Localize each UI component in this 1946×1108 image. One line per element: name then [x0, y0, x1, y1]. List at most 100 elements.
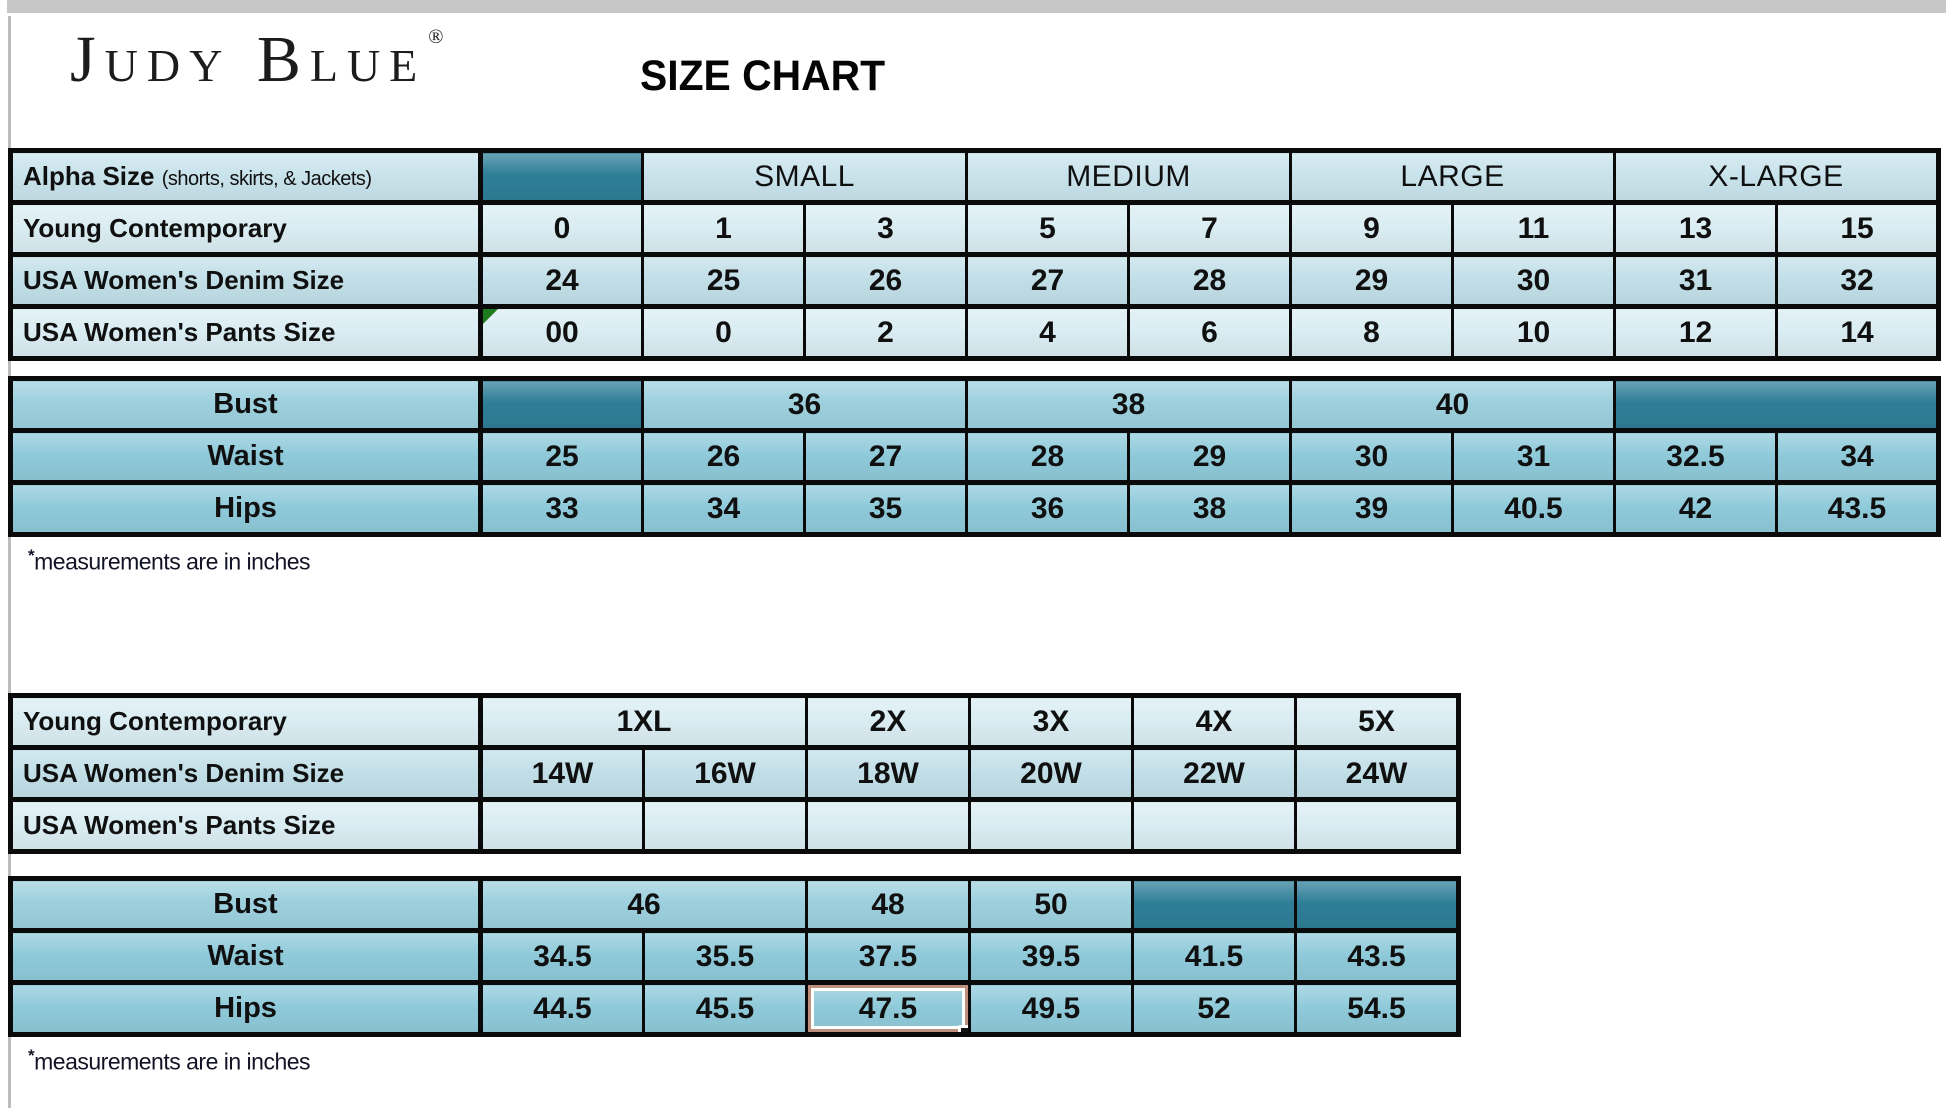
table-cell[interactable]: 34.5 [479, 928, 645, 985]
table-cell[interactable]: 30 [1451, 252, 1617, 309]
bust-group-cell[interactable]: 38 [965, 376, 1292, 433]
cell-with-error-indicator[interactable]: 00 [479, 304, 644, 361]
table-cell[interactable]: 32.5 [1613, 428, 1778, 485]
table-cell[interactable]: 11 [1451, 200, 1617, 257]
table-cell[interactable]: 42 [1613, 480, 1778, 537]
selected-cell[interactable]: 47.5 [805, 980, 971, 1037]
row-label-waist[interactable]: Waist [9, 428, 483, 485]
teal-spacer-cell[interactable] [479, 148, 644, 205]
table-cell[interactable]: 39.5 [968, 928, 1134, 985]
table-cell[interactable]: 35.5 [642, 928, 808, 985]
table-cell[interactable]: 28 [1127, 252, 1293, 309]
row-label-denim-size[interactable]: USA Women's Denim Size [9, 745, 483, 802]
row-label-pants-size[interactable]: USA Women's Pants Size [9, 304, 483, 361]
table-cell[interactable]: 40.5 [1451, 480, 1616, 537]
bust-group-cell[interactable]: 50 [968, 876, 1134, 933]
table-cell[interactable]: 3 [802, 200, 969, 257]
empty-cell[interactable] [1294, 797, 1460, 854]
table-cell[interactable]: 10 [1451, 304, 1617, 361]
table-cell[interactable]: 31 [1451, 428, 1616, 485]
table-cell[interactable]: 34 [641, 480, 806, 537]
alpha-size-header-label[interactable]: Alpha Size (shorts, skirts, & Jackets) [9, 148, 483, 205]
table-cell[interactable]: 24W [1294, 745, 1460, 802]
table-cell[interactable]: 29 [1127, 428, 1292, 485]
table-cell[interactable]: 52 [1131, 980, 1297, 1037]
table-cell[interactable]: 37.5 [805, 928, 971, 985]
bust-group-cell[interactable]: 40 [1289, 376, 1616, 433]
table-cell[interactable]: 16W [642, 745, 808, 802]
empty-cell[interactable] [479, 797, 645, 854]
row-label-young-contemporary[interactable]: Young Contemporary [9, 200, 483, 257]
table-cell[interactable]: 25 [641, 252, 806, 309]
table-cell[interactable]: 30 [1289, 428, 1454, 485]
table-cell[interactable]: 43.5 [1775, 480, 1940, 537]
table-cell[interactable]: 6 [1127, 304, 1293, 361]
size-group-small[interactable]: SMALL [640, 148, 969, 205]
table-cell[interactable]: 36 [965, 480, 1130, 537]
row-label-bust[interactable]: Bust [9, 876, 483, 933]
row-label-hips[interactable]: Hips [9, 980, 483, 1037]
table-cell[interactable]: 1 [641, 200, 806, 257]
table-cell[interactable]: 26 [802, 252, 969, 309]
table-cell[interactable]: 14W [479, 745, 645, 802]
size-group-1xl[interactable]: 1XL [479, 693, 808, 750]
table-cell[interactable]: 12 [1613, 304, 1779, 361]
row-label-bust[interactable]: Bust [9, 376, 483, 433]
table-cell[interactable]: 25 [479, 428, 644, 485]
table-cell[interactable]: 8 [1289, 304, 1455, 361]
table-cell[interactable]: 34 [1775, 428, 1940, 485]
table-cell[interactable]: 39 [1289, 480, 1454, 537]
table-cell[interactable]: 38 [1127, 480, 1292, 537]
row-label-denim-size[interactable]: USA Women's Denim Size [9, 252, 483, 309]
row-label-waist[interactable]: Waist [9, 928, 483, 985]
row-label-hips[interactable]: Hips [9, 480, 483, 537]
table-cell[interactable]: 35 [803, 480, 968, 537]
row-label-young-contemporary[interactable]: Young Contemporary [9, 693, 483, 750]
table-cell[interactable]: 31 [1613, 252, 1779, 309]
table-cell[interactable]: 44.5 [479, 980, 645, 1037]
table-cell[interactable]: 4 [965, 304, 1131, 361]
table-cell[interactable]: 24 [479, 252, 644, 309]
table-cell[interactable]: 0 [641, 304, 806, 361]
table-cell[interactable]: 13 [1613, 200, 1779, 257]
table-cell[interactable]: 32 [1775, 252, 1941, 309]
table-cell[interactable]: 27 [803, 428, 968, 485]
table-cell[interactable]: 43.5 [1294, 928, 1460, 985]
bust-group-cell[interactable]: 46 [479, 876, 808, 933]
size-group-2x[interactable]: 2X [805, 693, 971, 750]
bust-group-cell[interactable]: 36 [641, 376, 968, 433]
size-group-medium[interactable]: MEDIUM [965, 148, 1293, 205]
table-cell[interactable]: 9 [1289, 200, 1455, 257]
table-cell[interactable]: 5 [965, 200, 1131, 257]
row-label-pants-size[interactable]: USA Women's Pants Size [9, 797, 483, 854]
size-group-large[interactable]: LARGE [1289, 148, 1617, 205]
table-cell[interactable]: 18W [805, 745, 971, 802]
size-group-xlarge[interactable]: X-LARGE [1613, 148, 1941, 205]
table-cell[interactable]: 26 [641, 428, 806, 485]
empty-cell[interactable] [642, 797, 808, 854]
table-cell[interactable]: 2 [802, 304, 969, 361]
teal-spacer-cell[interactable] [1131, 876, 1297, 933]
teal-spacer-cell[interactable] [479, 376, 644, 433]
empty-cell[interactable] [1131, 797, 1297, 854]
table-cell[interactable]: 0 [479, 200, 644, 257]
teal-spacer-cell[interactable] [1294, 876, 1460, 933]
table-cell[interactable]: 29 [1289, 252, 1455, 309]
size-group-3x[interactable]: 3X [968, 693, 1134, 750]
table-cell[interactable]: 27 [965, 252, 1131, 309]
size-group-5x[interactable]: 5X [1294, 693, 1460, 750]
size-group-4x[interactable]: 4X [1131, 693, 1297, 750]
empty-cell[interactable] [805, 797, 971, 854]
table-cell[interactable]: 7 [1127, 200, 1293, 257]
table-cell[interactable]: 54.5 [1294, 980, 1460, 1037]
table-cell[interactable]: 22W [1131, 745, 1297, 802]
table-cell[interactable]: 41.5 [1131, 928, 1297, 985]
table-cell[interactable]: 45.5 [642, 980, 808, 1037]
table-cell[interactable]: 49.5 [968, 980, 1134, 1037]
teal-spacer-cell[interactable] [1613, 376, 1940, 433]
table-cell[interactable]: 28 [965, 428, 1130, 485]
bust-group-cell[interactable]: 48 [805, 876, 971, 933]
empty-cell[interactable] [968, 797, 1134, 854]
table-cell[interactable]: 20W [968, 745, 1134, 802]
table-cell[interactable]: 14 [1775, 304, 1941, 361]
